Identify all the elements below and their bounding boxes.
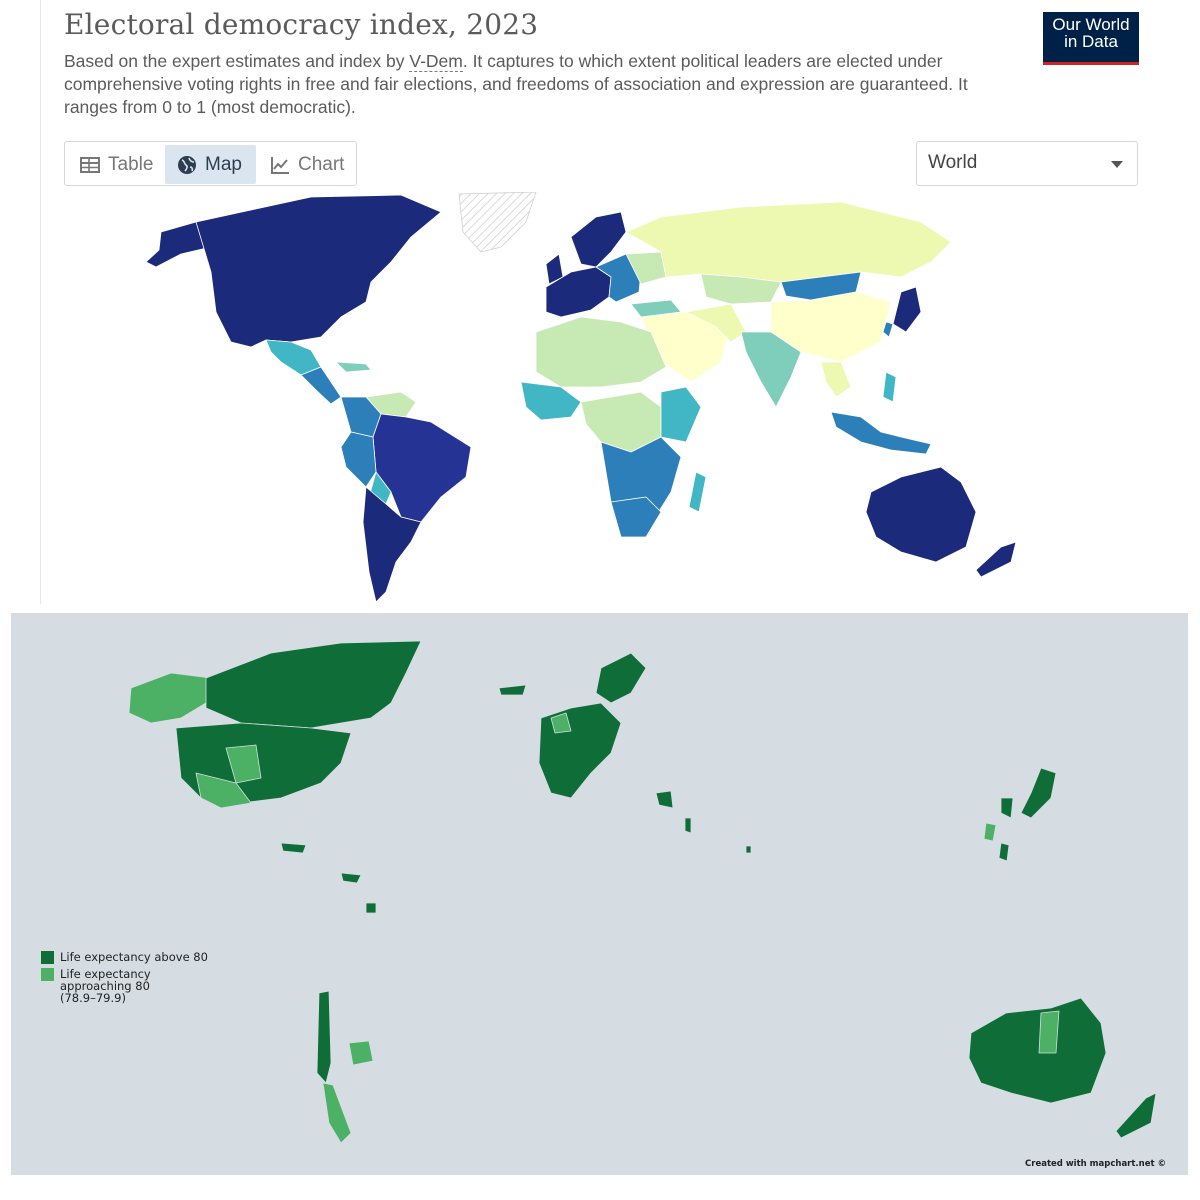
subtitle-text-start: Based on the expert estimates and index … bbox=[64, 51, 410, 71]
table-icon bbox=[80, 156, 100, 173]
country-peru[interactable] bbox=[340, 431, 377, 488]
country-madagascar[interactable] bbox=[688, 471, 707, 513]
tab-table[interactable]: Table bbox=[68, 145, 163, 184]
view-tabs: Table Map Chart bbox=[64, 141, 357, 186]
legend-swatch-approaching-80 bbox=[41, 968, 54, 981]
region-west-africa[interactable] bbox=[520, 381, 582, 421]
country-new-zealand[interactable] bbox=[1115, 1092, 1157, 1139]
country-new-zealand[interactable] bbox=[975, 541, 1017, 578]
democracy-map-panel: Electoral democracy index, 2023 Based on… bbox=[40, 0, 1200, 604]
legend-approaching-line-1: Life expectancy bbox=[60, 967, 151, 981]
legend-swatch-above-80 bbox=[41, 951, 54, 964]
us-southwest-approaching[interactable] bbox=[195, 772, 252, 809]
country-chile[interactable] bbox=[316, 990, 332, 1084]
tab-table-label: Table bbox=[108, 153, 154, 175]
mapchart-credit: Created with mapchart.net © bbox=[1025, 1159, 1166, 1169]
us-states-approaching[interactable] bbox=[225, 744, 262, 784]
region-caribbean[interactable] bbox=[280, 842, 307, 854]
country-israel[interactable] bbox=[684, 817, 692, 834]
country-indonesia[interactable] bbox=[830, 411, 932, 455]
country-cuba-area[interactable] bbox=[340, 872, 362, 884]
logo-line-2: in Data bbox=[1064, 32, 1118, 51]
map-legend: Life expectancy above 80 Life expectancy… bbox=[41, 951, 208, 1008]
legend-approaching-line-3: (78.9–79.9) bbox=[60, 991, 126, 1005]
tab-map-label: Map bbox=[205, 153, 242, 175]
region-caribbean[interactable] bbox=[335, 361, 372, 373]
tab-chart-label: Chart bbox=[298, 153, 345, 175]
region-western-europe[interactable] bbox=[538, 702, 622, 799]
region-alaska[interactable] bbox=[128, 672, 212, 724]
country-singapore[interactable] bbox=[365, 902, 377, 914]
region-europe-approaching[interactable] bbox=[550, 712, 572, 734]
country-iran[interactable] bbox=[685, 303, 747, 343]
owid-logo[interactable]: Our World in Data bbox=[1043, 12, 1139, 65]
region-patagonia[interactable] bbox=[322, 1082, 352, 1144]
country-greece[interactable] bbox=[655, 790, 674, 809]
tab-chart[interactable]: Chart bbox=[258, 145, 354, 184]
vdem-link[interactable]: V-Dem bbox=[409, 51, 463, 72]
island-small-1[interactable] bbox=[745, 845, 752, 854]
country-uruguay[interactable] bbox=[348, 1040, 374, 1066]
chart-subtitle: Based on the expert estimates and index … bbox=[64, 50, 994, 119]
region-central-america[interactable] bbox=[300, 366, 342, 405]
country-australia[interactable] bbox=[865, 466, 977, 563]
legend-label-approaching-80: Life expectancy approaching 80 (78.9–79.… bbox=[60, 968, 180, 1004]
region-scandinavia[interactable] bbox=[570, 211, 627, 268]
country-turkey[interactable] bbox=[630, 299, 682, 318]
world-choropleth-map[interactable] bbox=[141, 192, 1061, 604]
line-chart-icon bbox=[271, 156, 289, 174]
greenland-no-data[interactable] bbox=[458, 192, 537, 253]
country-south-korea[interactable] bbox=[1000, 797, 1014, 819]
logo-line-1: Our World bbox=[1052, 15, 1130, 34]
country-india[interactable] bbox=[740, 331, 802, 408]
region-east-africa[interactable] bbox=[660, 386, 702, 443]
region-scandinavia[interactable] bbox=[595, 652, 647, 704]
life-expectancy-map-panel: Life expectancy above 80 Life expectancy… bbox=[11, 613, 1188, 1175]
region-southeast-asia[interactable] bbox=[820, 361, 852, 398]
region-dropdown[interactable]: World bbox=[916, 141, 1138, 186]
country-canada[interactable] bbox=[205, 640, 422, 729]
legend-label-above-80: Life expectancy above 80 bbox=[60, 950, 208, 964]
country-iceland[interactable] bbox=[498, 684, 527, 696]
country-mexico[interactable] bbox=[265, 339, 322, 376]
legend-item-approaching-80: Life expectancy approaching 80 (78.9–79.… bbox=[41, 968, 208, 1004]
country-taiwan[interactable] bbox=[983, 822, 997, 842]
country-philippines[interactable] bbox=[882, 371, 897, 403]
country-australia[interactable] bbox=[968, 997, 1107, 1104]
legend-item-above-80: Life expectancy above 80 bbox=[41, 951, 208, 964]
country-japan[interactable] bbox=[892, 286, 922, 333]
life-expectancy-map[interactable] bbox=[11, 613, 1188, 1175]
legend-approaching-line-2: approaching 80 bbox=[60, 979, 150, 993]
country-russia[interactable] bbox=[625, 201, 952, 283]
country-hong-kong[interactable] bbox=[998, 842, 1010, 862]
country-south-africa[interactable] bbox=[610, 496, 662, 538]
chevron-down-icon bbox=[1111, 161, 1123, 168]
region-australia-approaching[interactable] bbox=[1038, 1010, 1060, 1054]
subtitle-text-end: . It captures to which extent political … bbox=[64, 51, 968, 117]
country-south-korea[interactable] bbox=[882, 321, 894, 338]
tab-map[interactable]: Map bbox=[165, 145, 256, 184]
region-southern-cone[interactable] bbox=[362, 486, 422, 603]
country-japan[interactable] bbox=[1020, 767, 1057, 819]
region-north-america[interactable] bbox=[195, 194, 442, 348]
region-north-africa[interactable] bbox=[535, 316, 667, 388]
chart-title: Electoral democracy index, 2023 bbox=[64, 8, 539, 41]
globe-icon bbox=[178, 155, 196, 174]
region-selected-value: World bbox=[928, 152, 978, 173]
